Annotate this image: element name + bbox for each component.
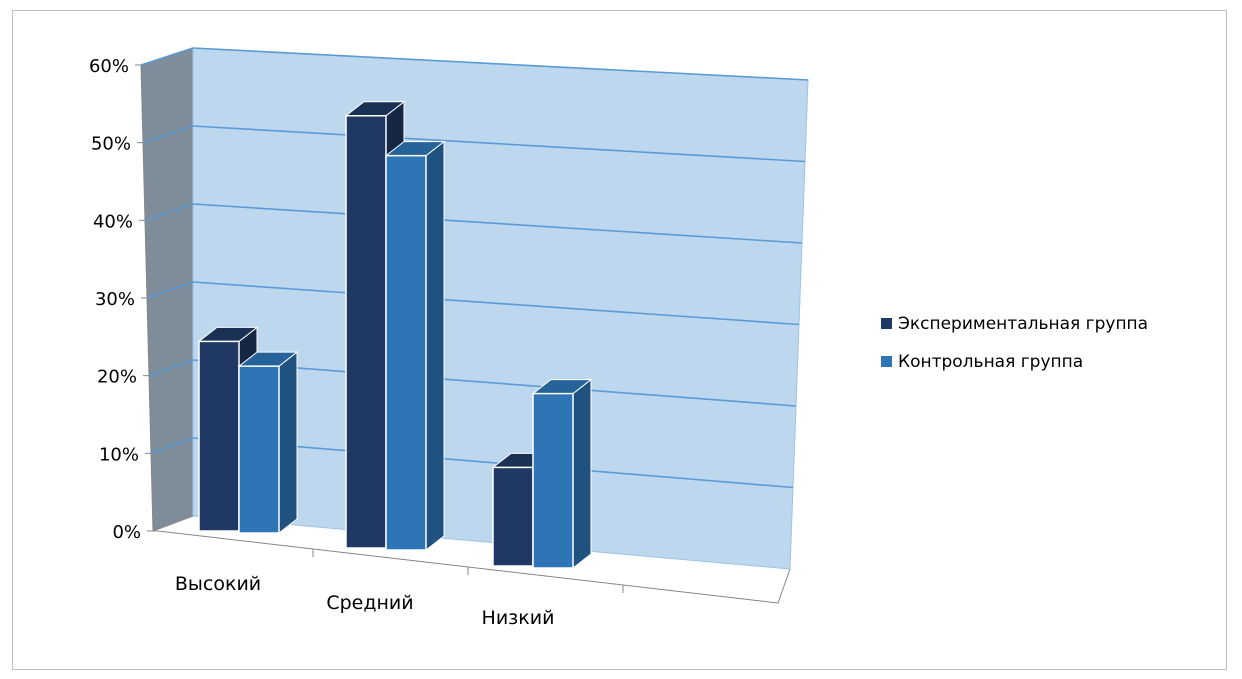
y-tick-label: 10% xyxy=(99,444,139,465)
gridline-side xyxy=(150,437,194,455)
bars xyxy=(197,100,593,570)
legend-label: Контрольная группа xyxy=(898,352,1083,372)
legend: Экспериментальная группа Контрольная груп… xyxy=(881,314,1148,372)
x-axis-categories: Высокий Средний Низкий xyxy=(175,573,555,629)
x-category-label: Средний xyxy=(326,592,413,614)
bar xyxy=(531,378,593,570)
y-tick-label: 30% xyxy=(95,289,135,310)
gridline-side xyxy=(144,203,194,222)
y-tick-label: 20% xyxy=(97,367,137,388)
legend-swatch xyxy=(881,318,892,329)
bar-chart-3d: 0% 10% 20% 30% 40% 50% 60% Высокий Средний Низки… xyxy=(89,47,1148,629)
gridline xyxy=(192,203,803,244)
gridline-side xyxy=(146,281,194,299)
y-tick-label: 0% xyxy=(112,522,141,543)
y-tick-label: 50% xyxy=(91,134,131,155)
x-category-label: Низкий xyxy=(482,607,555,629)
gridline-side xyxy=(142,125,194,144)
chart-frame: 0% 10% 20% 30% 40% 50% 60% Высокий Средний Низки… xyxy=(12,10,1227,670)
y-tick-label: 40% xyxy=(93,211,133,232)
legend-swatch xyxy=(881,356,892,367)
gridline-side xyxy=(148,359,194,377)
legend-label: Экспериментальная группа xyxy=(898,314,1148,334)
y-axis-ticks: 0% 10% 20% 30% 40% 50% 60% xyxy=(89,56,153,543)
floor-side-edge xyxy=(152,515,194,532)
gridline-side xyxy=(140,47,194,66)
gridline xyxy=(192,281,800,326)
side-wall xyxy=(141,48,193,531)
x-category-label: Высокий xyxy=(175,573,261,595)
bar xyxy=(237,351,299,535)
y-tick-label: 60% xyxy=(89,56,129,77)
gridline xyxy=(192,47,809,81)
bar xyxy=(384,140,446,552)
gridline xyxy=(192,125,806,163)
